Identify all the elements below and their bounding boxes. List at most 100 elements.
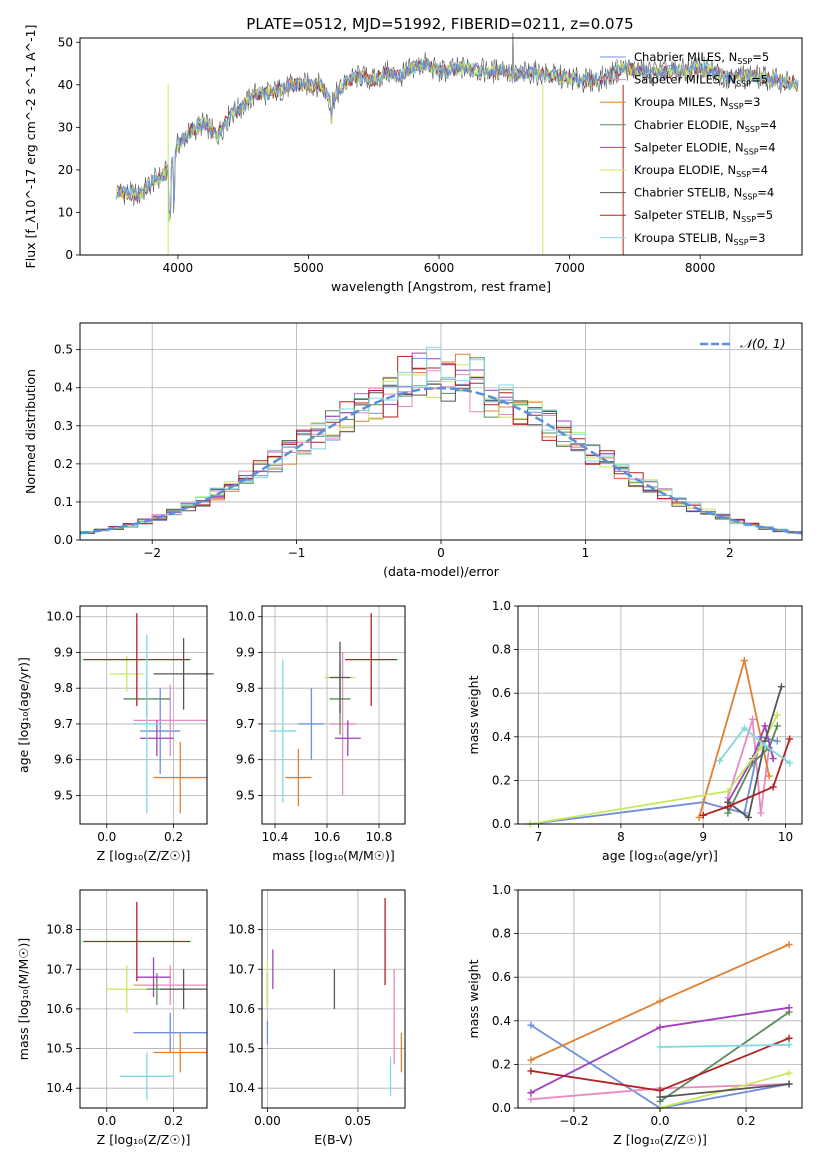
y-tick-label: 9.6 (236, 753, 255, 767)
weight-marker (740, 657, 748, 664)
x-tick-label: 0.0 (97, 1114, 116, 1128)
spectrum-panel: 4000 5000 6000 7000 8000 0 10 20 30 40 50 wavelengt… (23, 25, 803, 294)
y-tick-label: 0.0 (492, 817, 511, 831)
weight-line-chabrier-stelib (659, 1083, 790, 1098)
x-axis-label: wavelength [Angstrom, rest frame] (331, 279, 551, 294)
y-tick-label: 9.7 (236, 717, 255, 731)
legend-label: Kroupa MILES, NSSP=3 (634, 95, 760, 111)
weight-line-chabrier-elodie (727, 725, 779, 814)
normal-curve (79, 386, 803, 535)
weight-marker (740, 724, 748, 732)
x-tick-label: 7000 (554, 261, 585, 275)
legend-label: Salpeter STELIB, NSSP=5 (634, 208, 773, 224)
x-tick-label: 0.05 (345, 1114, 372, 1128)
weight-line-kroupa-stelib (659, 1043, 790, 1048)
y-axis-label: Normed distribution (23, 369, 38, 494)
age-vs-mass-panel: 10.4 10.6 10.8 9.5 9.6 9.7 9.8 9.9 10.0 mass [log… (228, 605, 406, 863)
weight-marker (749, 715, 757, 723)
weight-marker (757, 809, 765, 817)
x-axis-label: age [log₁₀(age/yr)] (602, 848, 718, 863)
x-axis-label: Z [log₁₀(Z/Z☉)] (97, 848, 191, 863)
weight-marker (716, 757, 724, 765)
weight-marker (785, 941, 793, 948)
weight-marker (769, 783, 777, 791)
axes-frame (261, 889, 406, 1109)
weight-marker (656, 1043, 664, 1051)
axes-frame (517, 605, 803, 825)
weight-marker (527, 1067, 535, 1075)
mass-vs-ebv-panel: 0.00 0.05 10.4 10.5 10.6 10.7 10.8 E(B-V) (228, 889, 406, 1147)
figure-title: PLATE=0512, MJD=51992, FIBERID=0211, z=0… (246, 15, 633, 33)
age-vs-metallicity-panel: 0.0 0.2 9.5 9.6 9.7 9.8 9.9 10.0 Z [log₁₀(Z/Z☉)]… (16, 605, 214, 863)
weight-marker (656, 1093, 664, 1101)
legend-label: Salpeter MILES, NSSP=5 (634, 73, 768, 89)
x-axis-label: Z [log₁₀(Z/Z☉)] (613, 1132, 707, 1147)
y-tick-label: 0.3 (54, 419, 73, 433)
y-tick-label: 9.7 (54, 717, 73, 731)
residuals-panel: −2 −1 0 1 2 0.0 0.1 0.2 0.3 0.4 0.5 (data-model)/er… (23, 322, 803, 579)
weight-line-salpeter-stelib (702, 738, 791, 817)
x-tick-label: −1 (288, 546, 306, 560)
weight-marker (785, 1069, 793, 1077)
legend-label: Chabrier ELODIE, NSSP=4 (634, 118, 777, 134)
y-tick-label: 10.0 (228, 610, 255, 624)
x-tick-label: 10.6 (314, 830, 341, 844)
y-tick-label: 1.0 (492, 599, 511, 613)
y-tick-label: 0.8 (492, 643, 511, 657)
x-tick-label: 10.4 (262, 830, 289, 844)
y-tick-label: 9.8 (54, 681, 73, 695)
y-tick-label: 0 (65, 248, 73, 262)
weight-marker (786, 735, 794, 743)
x-tick-label: 0.2 (164, 830, 183, 844)
axes-frame (79, 37, 803, 256)
weight-marker (527, 1021, 535, 1029)
x-tick-label: 9 (699, 830, 707, 844)
weight-marker (695, 813, 703, 821)
spectrum-line-kroupa-elodie (116, 57, 799, 222)
axes-frame (79, 605, 208, 825)
x-tick-label: 0.2 (164, 1114, 183, 1128)
weight-marker (656, 1023, 664, 1031)
y-tick-label: 0.6 (492, 970, 511, 984)
weight-vs-metallicity-panel: −0.2 0.0 0.2 0.0 0.2 0.4 0.6 0.8 1.0 Z [log₁₀(Z/Z… (466, 883, 803, 1147)
y-tick-label: 0.8 (492, 927, 511, 941)
weight-marker (785, 1080, 793, 1088)
weight-marker (773, 722, 781, 730)
y-tick-label: 0.2 (54, 457, 73, 471)
y-tick-label: 0.4 (492, 730, 511, 744)
y-tick-label: 10.4 (228, 1081, 255, 1095)
x-tick-label: −0.2 (559, 1114, 588, 1128)
legend-label: Kroupa ELODIE, NSSP=4 (634, 163, 768, 179)
y-tick-label: 10.6 (46, 1002, 73, 1016)
weight-marker (699, 811, 707, 819)
y-tick-label: 0.2 (492, 1057, 511, 1071)
legend-label: 𝒩(0, 1) (740, 336, 786, 351)
x-tick-label: 2 (726, 546, 734, 560)
x-tick-label: 10.8 (366, 830, 393, 844)
y-axis-label: age [log₁₀(age/yr)] (16, 657, 31, 773)
legend-label: Kroupa STELIB, NSSP=3 (634, 231, 765, 247)
legend-label: Chabrier MILES, NSSP=5 (634, 50, 769, 66)
y-tick-label: 10.7 (228, 962, 255, 976)
weight-marker (527, 1089, 535, 1097)
weight-marker (773, 737, 781, 745)
x-tick-label: 7 (535, 830, 543, 844)
weight-marker (761, 722, 769, 730)
y-tick-label: 10 (58, 205, 73, 219)
histogram-chabrier-stelib (80, 382, 802, 534)
y-tick-label: 9.6 (54, 753, 73, 767)
x-tick-label: 0 (437, 546, 445, 560)
weight-marker (773, 711, 781, 719)
x-tick-label: −2 (143, 546, 161, 560)
y-tick-label: 10.4 (46, 1081, 73, 1095)
y-tick-label: 9.5 (54, 788, 73, 802)
y-tick-label: 10.0 (46, 610, 73, 624)
y-tick-label: 0.5 (54, 343, 73, 357)
weight-marker (761, 742, 769, 750)
y-tick-label: 0.4 (54, 381, 73, 395)
y-tick-label: 10.7 (46, 962, 73, 976)
y-tick-label: 1.0 (492, 883, 511, 897)
x-tick-label: 8 (617, 830, 625, 844)
y-tick-label: 0.6 (492, 686, 511, 700)
